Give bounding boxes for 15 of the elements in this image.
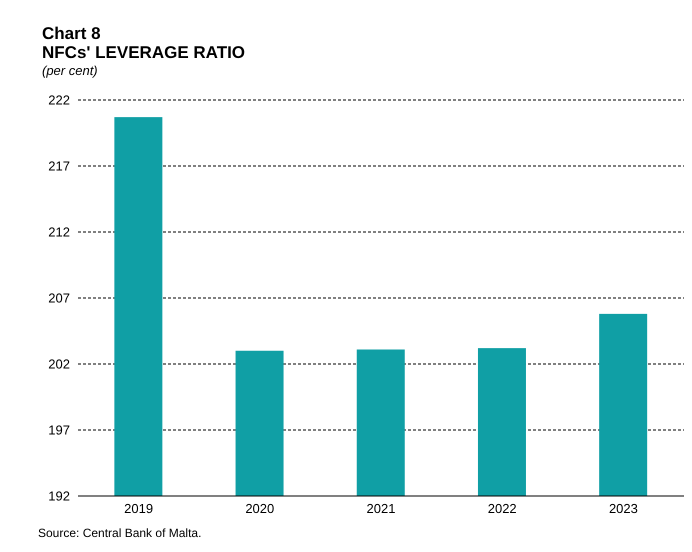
y-tick-label: 202 [48, 356, 70, 372]
source-note: Source: Central Bank of Malta. [38, 526, 202, 540]
x-tick-label: 2023 [608, 501, 638, 516]
x-tick-label: 2022 [488, 501, 517, 516]
chart-title: Chart 8 NFCs' LEVERAGE RATIO [42, 24, 246, 62]
y-tick-label: 207 [48, 290, 70, 306]
x-tick-label: 2019 [124, 501, 154, 516]
y-tick-label: 217 [48, 158, 70, 174]
y-tick-label: 192 [48, 488, 70, 504]
y-tick-label: 197 [48, 422, 70, 438]
y-tick-label: 212 [48, 224, 70, 240]
chart-subtitle: (per cent) [42, 63, 99, 78]
x-tick-label: 2021 [366, 501, 396, 516]
y-tick-label: 222 [48, 92, 70, 108]
x-tick-label: 2020 [245, 501, 274, 516]
